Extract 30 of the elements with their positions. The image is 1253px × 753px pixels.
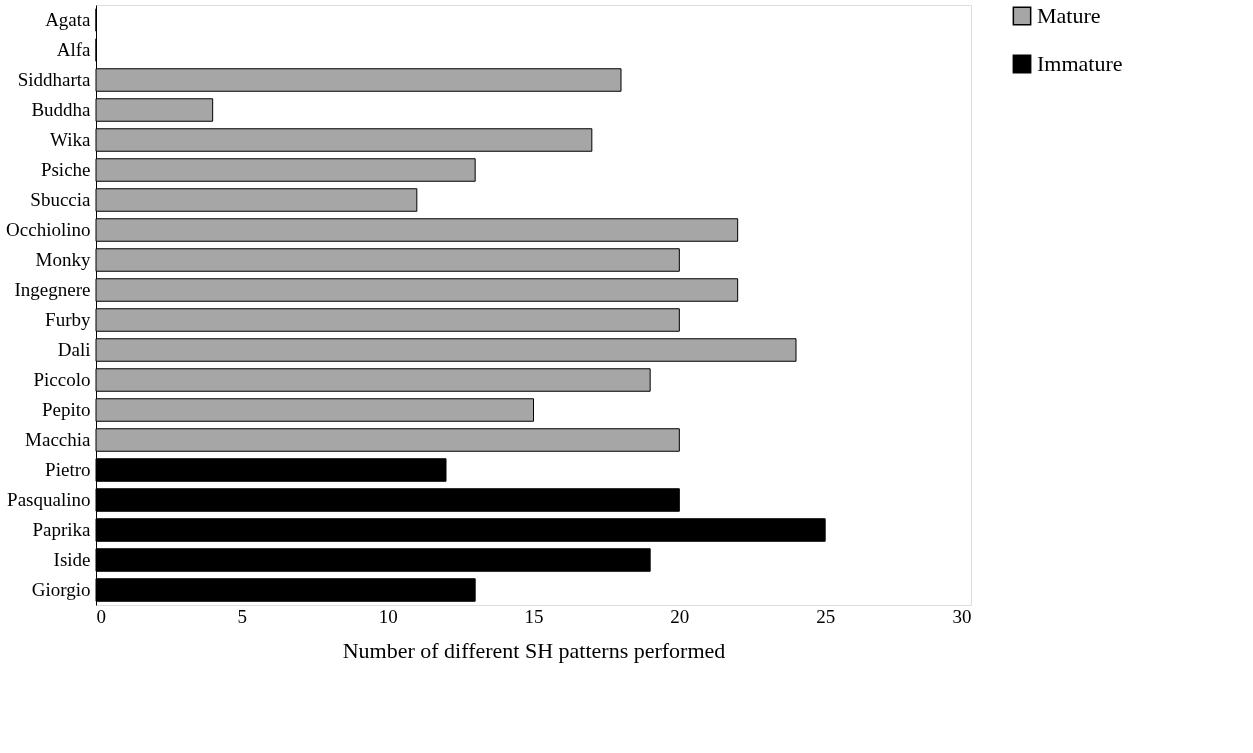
y-tick-label: Sbuccia [30,189,92,210]
y-tick-label: Dali [57,339,91,360]
y-tick-label: Monky [35,249,91,270]
x-tick-label: 10 [378,605,398,627]
y-tick-label: Agata [45,9,92,30]
y-tick-label: Pietro [45,459,91,480]
y-tick-label: Piccolo [33,369,91,390]
y-tick-label: Ingegnere [14,279,91,300]
y-tick-label: Macchia [25,429,92,450]
y-tick-label: Siddharta [17,69,92,90]
legend-label: Immature [1037,51,1123,76]
y-tick-label: Iside [53,549,91,570]
y-tick-label: Pasqualino [7,489,91,510]
y-tick-label: Buddha [31,99,92,120]
y-tick-label: Pepito [41,399,91,420]
y-tick-label: Furby [45,309,91,330]
y-tick-label: Paprika [32,519,92,540]
y-tick-label: Giorgio [31,579,91,600]
legend-label: Mature [1037,3,1101,28]
x-tick-label: 20 [670,605,690,627]
x-tick-label: 15 [524,605,544,627]
x-tick-label: 30 [952,605,972,627]
y-tick-label: Wika [50,129,92,150]
y-tick-label: Alfa [56,39,92,60]
x-axis-title: Number of different SH patterns performed [342,637,726,663]
x-tick-label: 25 [816,605,836,627]
x-tick-label: 0 [96,605,106,627]
y-tick-label: Psiche [40,159,91,180]
x-tick-label: 5 [237,605,248,627]
y-tick-label: Occhiolino [6,219,91,240]
